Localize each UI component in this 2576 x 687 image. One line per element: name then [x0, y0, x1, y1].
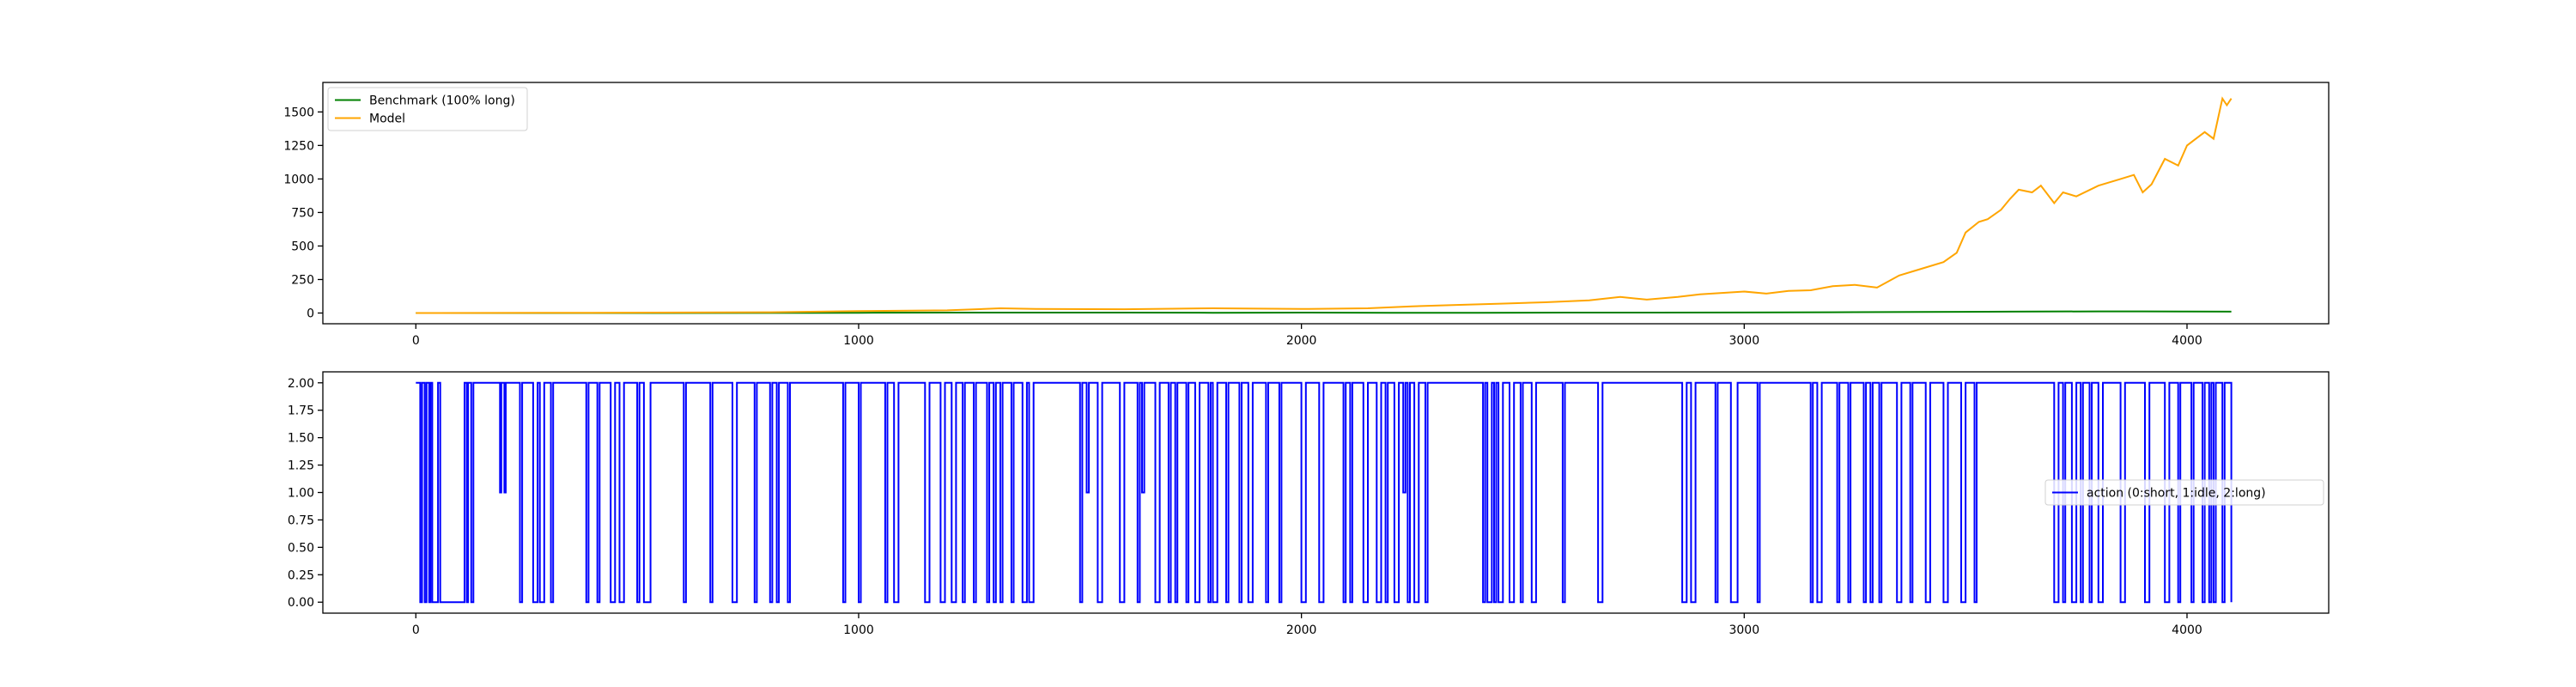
y-tick-label: 1.00: [288, 487, 314, 501]
x-tick-label: 1000: [843, 334, 874, 348]
x-tick-label: 0: [412, 334, 420, 348]
y-tick-label: 1000: [283, 173, 314, 186]
y-tick-label: 1.50: [288, 432, 314, 446]
x-tick-label: 0: [412, 623, 420, 637]
plot-frame: [322, 82, 2330, 325]
series-line: [416, 310, 2232, 314]
x-tick-label: 3000: [1728, 334, 1759, 348]
y-tick-label: 250: [291, 273, 314, 287]
y-tick-label: 750: [291, 206, 314, 220]
x-tick-label: 4000: [2172, 334, 2202, 348]
bottom-chart-panel: 0 1000 2000 3000 4000 0.00 0.25 0.50 0.75 1.00 1.2…: [288, 371, 2330, 637]
x-tick-label: 4000: [2172, 623, 2202, 637]
x-tick-label: 2000: [1286, 334, 1317, 348]
y-tick-label: 0.75: [288, 514, 314, 527]
y-tick-label: 0.00: [288, 596, 314, 610]
y-tick-label: 0.25: [288, 568, 314, 582]
x-tick-label: 2000: [1286, 623, 1317, 637]
legend-label: action (0:short, 1:idle, 2:long): [2087, 487, 2266, 501]
legend-box: [327, 87, 528, 131]
y-tick-label: 500: [291, 240, 314, 253]
y-tick-label: 1500: [283, 106, 314, 119]
series-line: [416, 381, 2233, 604]
y-tick-label: 0.50: [288, 541, 314, 555]
x-tick-label: 1000: [843, 623, 874, 637]
y-tick-label: 0: [307, 307, 314, 321]
legend-label: Benchmark (100% long): [369, 94, 515, 108]
legend-label: Model: [369, 112, 405, 126]
series-line: [416, 96, 2233, 314]
legend-box: [2044, 479, 2324, 506]
y-tick-label: 1.75: [288, 404, 314, 418]
x-tick-label: 3000: [1728, 623, 1759, 637]
y-tick-label: 2.00: [288, 377, 314, 391]
y-tick-label: 1250: [283, 139, 314, 153]
y-tick-label: 1.25: [288, 459, 314, 473]
top-chart-panel: 0 1000 2000 3000 4000 0 250 500 750 1000 1250 1500 B…: [283, 82, 2330, 348]
